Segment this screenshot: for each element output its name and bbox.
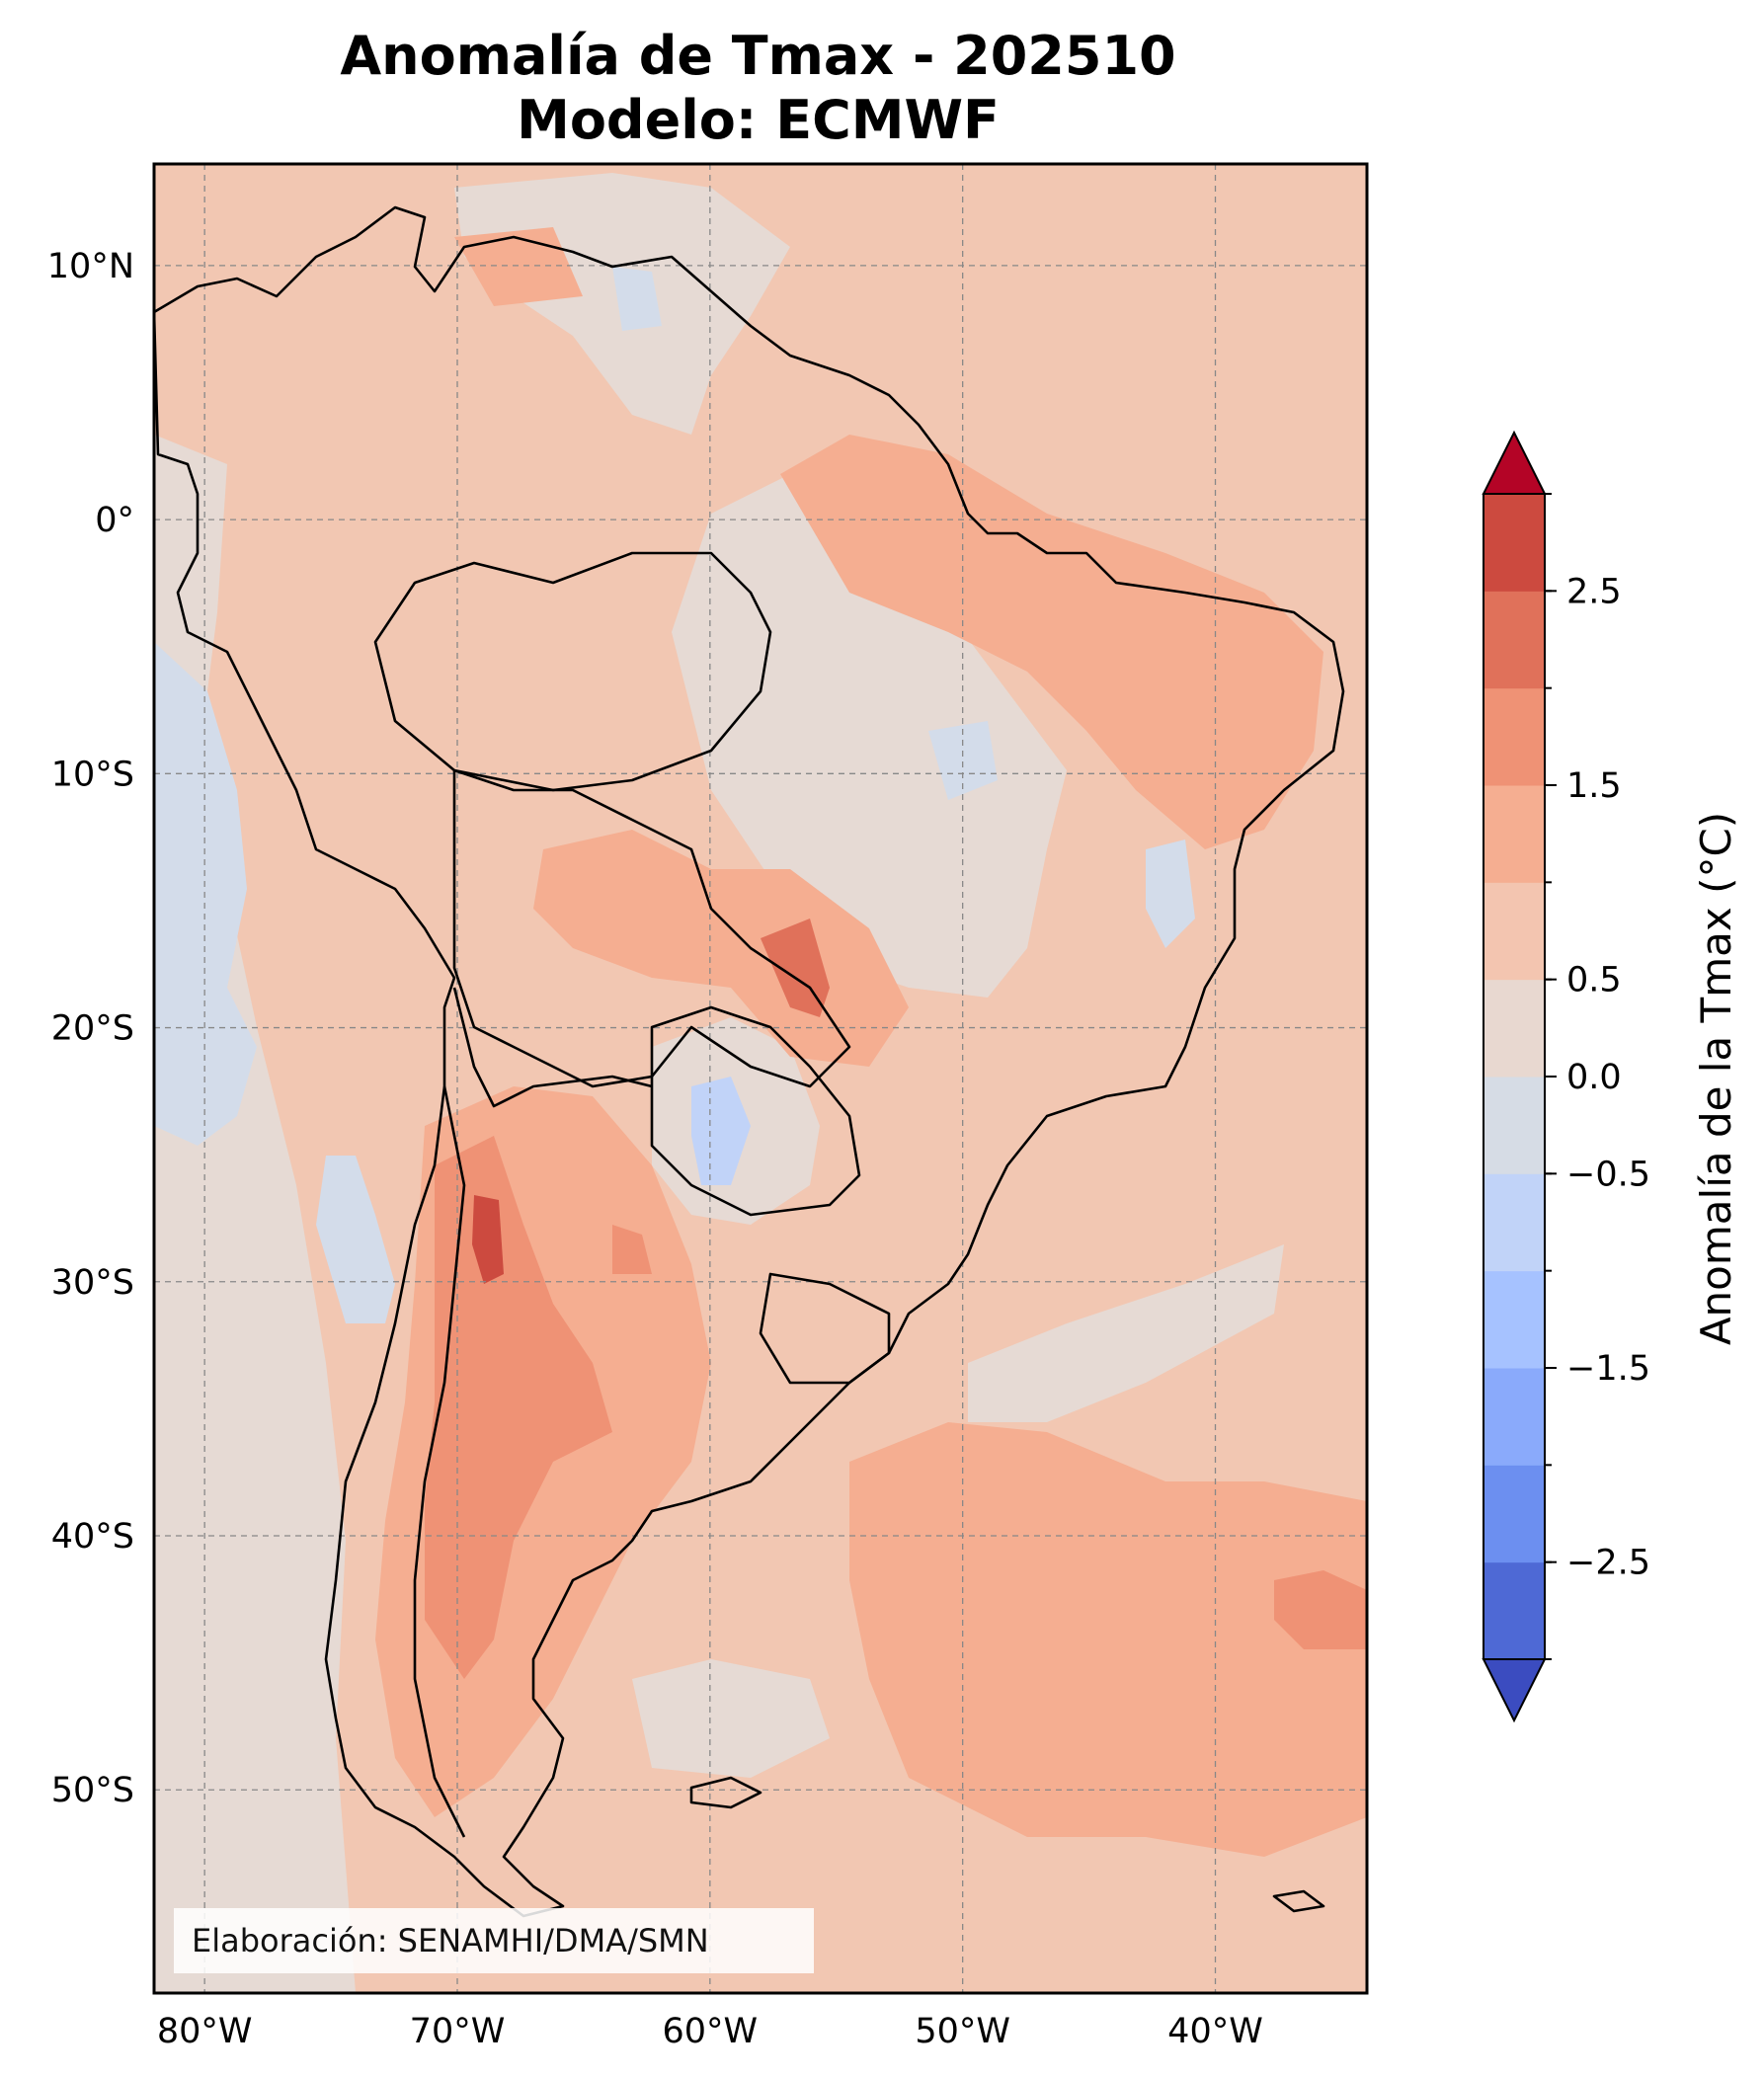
lon-tick-label: 40°W [1167, 2012, 1263, 2051]
gridlines [154, 164, 1367, 1993]
coastlines [154, 205, 1345, 1918]
cool-brazil-spot [1146, 839, 1195, 948]
colorbar-tick-label: −2.5 [1566, 1544, 1650, 1583]
colorbar-label: Anomalía de la Tmax (°C) [1692, 812, 1740, 1345]
colorbar-segment [1483, 785, 1545, 883]
colorbar: 2.5 1.5 0.5 0.0 −0.5 −1.5 −2.5 Anomalía de la … [1482, 430, 1740, 1723]
lat-tick-label: 40°S [51, 1517, 134, 1557]
cool-amazon-spot [928, 721, 998, 800]
border-paraguay [650, 1005, 861, 1217]
colorbar-tick-label: 0.5 [1566, 961, 1622, 1000]
colorbar-extend-max [1482, 430, 1547, 495]
neutral-patagonia [632, 1659, 830, 1778]
border-argentina-north [452, 987, 653, 1108]
credit-box [174, 1908, 814, 1973]
border-chile-argentina [413, 1085, 466, 1838]
colorbar-extend-min [1482, 1658, 1547, 1723]
colorbar-segment [1483, 1368, 1545, 1466]
colorbar-segment [1483, 591, 1545, 689]
lon-tick-label: 70°W [410, 2012, 506, 2051]
falkland-islands [689, 1776, 762, 1809]
colorbar-tick-label: −0.5 [1566, 1155, 1650, 1194]
lat-tick-label: 10°S [51, 755, 134, 794]
colorbar-segment [1483, 1465, 1545, 1563]
colorbar-segment [1483, 687, 1545, 786]
lat-tick-label: 30°S [51, 1263, 134, 1303]
very-warm-andes [425, 1136, 612, 1679]
lat-tick-label: 50°S [51, 1771, 134, 1810]
slightly-cool-pacific [154, 642, 257, 1146]
colorbar-segment [1483, 1077, 1545, 1174]
hot-south-atlantic [1274, 1570, 1367, 1649]
lat-tick-label: 10°N [47, 247, 134, 286]
map-panel: Elaboración: SENAMHI/DMA/SMN 80°W 70°W 60°… [47, 162, 1369, 2051]
hot-andes-core [472, 1195, 504, 1284]
map-title-line-1: Anomalía de Tmax - 202510 [340, 25, 1176, 87]
south-georgia [1272, 1889, 1325, 1913]
lon-tick-label: 50°W [915, 2012, 1010, 2051]
warm-northeast-brazil [780, 435, 1323, 849]
credit-text: Elaboración: SENAMHI/DMA/SMN [192, 1922, 709, 1959]
colorbar-segment [1483, 1561, 1545, 1660]
neutral-amazon [672, 464, 1067, 998]
lon-tick-label: 60°W [663, 2012, 759, 2051]
anomaly-contours [154, 173, 1367, 1993]
colorbar-segments [1482, 430, 1547, 1723]
colorbar-segment [1483, 1270, 1545, 1369]
warm-cordoba [612, 1225, 652, 1274]
longitude-labels: 80°W 70°W 60°W 50°W 40°W [157, 2012, 1263, 2051]
warm-south-atlantic [849, 1422, 1367, 1857]
colorbar-tick-label: 1.5 [1566, 766, 1622, 806]
colorbar-tick-label: −1.5 [1566, 1349, 1650, 1389]
map-frame [152, 162, 1369, 1995]
colorbar-segment [1483, 494, 1545, 592]
border-amazon-basin [373, 551, 772, 792]
map-title-line-2: Modelo: ECMWF [517, 89, 1000, 151]
border-bolivia [452, 768, 851, 1088]
neutral-south-atlantic [968, 1244, 1284, 1422]
colorbar-segment [1483, 979, 1545, 1078]
colorbar-segment [1483, 1173, 1545, 1272]
lon-tick-label: 80°W [157, 2012, 253, 2051]
lat-tick-label: 0° [95, 501, 134, 540]
colorbar-tick-label: 2.5 [1566, 572, 1622, 611]
cool-caribbean-spot [612, 267, 662, 331]
colorbar-segment [1483, 882, 1545, 981]
colorbar-tick-label: 0.0 [1566, 1058, 1622, 1097]
latitude-labels: 10°N 0° 10°S 20°S 30°S 40°S 50°S [47, 247, 134, 1810]
colorbar-ticks: 2.5 1.5 0.5 0.0 −0.5 −1.5 −2.5 [1545, 493, 1650, 1660]
cool-chaco-core [691, 1077, 751, 1185]
lat-tick-label: 20°S [51, 1009, 134, 1049]
border-uruguay [759, 1272, 891, 1385]
